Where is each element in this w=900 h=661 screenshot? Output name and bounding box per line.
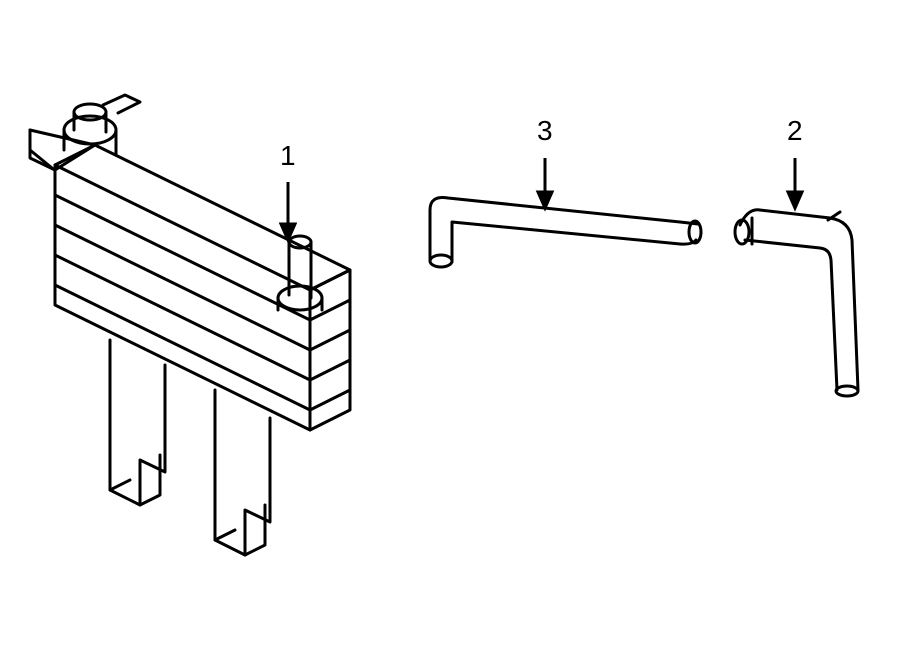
part-cooler-assembly xyxy=(30,95,350,555)
callout-arrows xyxy=(281,158,802,240)
part-hose-right xyxy=(735,210,858,396)
callout-label-1: 1 xyxy=(280,140,296,172)
callout-label-3: 3 xyxy=(537,115,553,147)
parts-diagram xyxy=(0,0,900,661)
callout-label-2: 2 xyxy=(787,115,803,147)
part-hose-middle xyxy=(430,198,701,268)
